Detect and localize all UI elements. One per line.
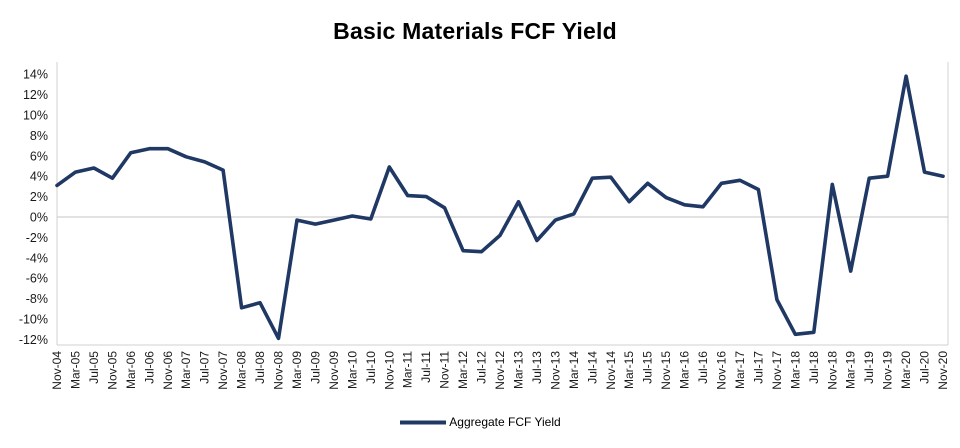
x-axis-label: Nov-19 (881, 351, 895, 390)
x-axis-label: Mar-16 (678, 351, 692, 389)
x-axis-label: Jul-18 (807, 351, 821, 384)
y-axis-label: -12% (19, 333, 48, 347)
x-axis-label: Jul-06 (142, 351, 156, 384)
x-axis-label: Mar-10 (345, 351, 359, 389)
x-axis-label: Nov-06 (161, 351, 175, 390)
x-axis-label: Mar-14 (567, 351, 581, 389)
y-axis-label: 6% (30, 149, 48, 163)
x-axis-label: Nov-11 (438, 351, 452, 389)
x-axis-label: Mar-17 (733, 351, 747, 389)
x-axis-label: Nov-17 (770, 351, 784, 390)
x-axis-label: Mar-12 (456, 351, 470, 389)
x-axis-label: Mar-11 (401, 351, 415, 388)
y-axis-label: -2% (26, 231, 48, 245)
x-axis-label: Jul-14 (585, 351, 599, 384)
x-axis-label: Nov-14 (604, 351, 618, 390)
x-axis-label: Nov-10 (382, 351, 396, 390)
x-axis-label: Nov-16 (715, 351, 729, 390)
x-axis-label: Nov-05 (105, 351, 119, 390)
x-axis-label: Mar-13 (511, 351, 525, 389)
x-axis-label: Jul-10 (364, 351, 378, 384)
x-axis-label: Nov-20 (936, 351, 950, 390)
x-axis-label: Nov-08 (272, 351, 286, 390)
y-axis-label: -6% (26, 272, 48, 286)
x-axis-label: Jul-07 (198, 351, 212, 384)
x-axis-label: Jul-09 (308, 351, 322, 384)
x-axis-label: Nov-18 (825, 351, 839, 390)
x-axis-label: Jul-05 (87, 351, 101, 384)
y-axis-label: 10% (23, 109, 48, 123)
x-axis-label: Jul-13 (530, 351, 544, 384)
legend: Aggregate FCF Yield (0, 415, 960, 429)
x-axis-label: Jul-11 (419, 351, 433, 383)
x-axis-label: Nov-07 (216, 351, 230, 390)
x-axis-label: Mar-07 (179, 351, 193, 389)
x-axis-label: Nov-15 (659, 351, 673, 390)
y-axis-label: 0% (30, 211, 48, 225)
fcf-yield-series-line (55, 74, 945, 341)
y-axis-label: 4% (30, 170, 48, 184)
x-axis-label: Mar-08 (235, 351, 249, 389)
x-axis-label: Mar-09 (290, 351, 304, 389)
y-axis-label: -8% (26, 292, 48, 306)
y-axis-label: 12% (23, 88, 48, 102)
y-axis-label: 8% (30, 129, 48, 143)
y-axis-label: -10% (19, 313, 48, 327)
x-axis-label: Mar-05 (68, 351, 82, 389)
x-axis-label: Mar-19 (844, 351, 858, 389)
x-axis-label: Jul-16 (696, 351, 710, 384)
x-axis-label: Jul-12 (475, 351, 489, 384)
x-axis-label: Jul-08 (253, 351, 267, 384)
x-axis-label: Jul-20 (918, 351, 932, 384)
y-axis-label: -4% (26, 251, 48, 265)
x-axis-label: Nov-09 (327, 351, 341, 390)
y-axis-label: 2% (30, 190, 48, 204)
chart-title: Basic Materials FCF Yield (333, 18, 617, 44)
x-axis-label: Mar-18 (788, 351, 802, 389)
legend-label: Aggregate FCF Yield (449, 415, 561, 429)
y-axis-label: 14% (23, 68, 48, 82)
x-axis-label: Mar-20 (899, 351, 913, 389)
x-axis-label: Mar-06 (124, 351, 138, 389)
x-axis-label: Nov-04 (50, 351, 64, 390)
legend-line-swatch (400, 420, 447, 424)
x-axis-label: Jul-19 (862, 351, 876, 384)
x-axis-label: Nov-12 (493, 351, 507, 390)
x-axis-label: Nov-13 (548, 351, 562, 390)
x-axis-label: Jul-17 (751, 351, 765, 384)
x-axis-label: Mar-15 (622, 351, 636, 389)
x-axis-label: Jul-15 (641, 351, 655, 384)
